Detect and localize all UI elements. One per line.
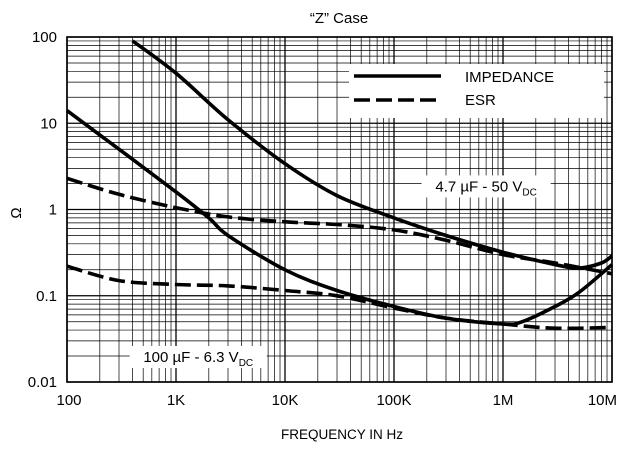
series-esr-100uf <box>66 264 613 331</box>
annotation-cap100: 100 µF - 6.3 VDC <box>143 349 253 369</box>
x-tick-label: 100K <box>376 392 411 409</box>
series-z-100uf <box>65 109 614 327</box>
annotations: 4.7 µF - 50 VDC 100 µF - 6.3 VDC <box>129 175 551 369</box>
x-tick-label: 10K <box>272 392 299 409</box>
y-tick-label: 10 <box>40 115 57 132</box>
y-tick-labels: 100 10 1 0.1 0.01 <box>28 29 57 391</box>
y-tick-label: 0.1 <box>36 288 57 305</box>
y-axis-label: Ω <box>8 207 25 218</box>
annotation-background <box>129 345 267 368</box>
legend-background <box>349 64 604 118</box>
series-esr-47uf <box>66 176 613 276</box>
y-tick-label: 100 <box>32 29 57 46</box>
y-tick-label: 1 <box>49 202 57 219</box>
x-tick-label: 10M <box>588 392 617 409</box>
y-tick-label: 0.01 <box>28 374 57 391</box>
chart-title: “Z” Case <box>310 10 368 27</box>
x-tick-label: 1M <box>493 392 514 409</box>
series-layer <box>65 39 614 331</box>
annotation-cap47: 4.7 µF - 50 VDC <box>435 178 536 198</box>
plot-frame <box>66 36 613 383</box>
legend-label-impedance: IMPEDANCE <box>465 69 554 86</box>
annotation-background <box>421 175 551 198</box>
legend: IMPEDANCE ESR <box>349 64 604 118</box>
x-axis-label: FREQUENCY IN Hz <box>281 427 403 442</box>
legend-label-esr: ESR <box>465 92 496 109</box>
x-tick-label: 1K <box>167 392 185 409</box>
x-tick-label: 100 <box>56 392 81 409</box>
series-z-47uf <box>131 39 614 270</box>
x-tick-labels: 100 1K 10K 100K 1M 10M <box>56 392 617 409</box>
